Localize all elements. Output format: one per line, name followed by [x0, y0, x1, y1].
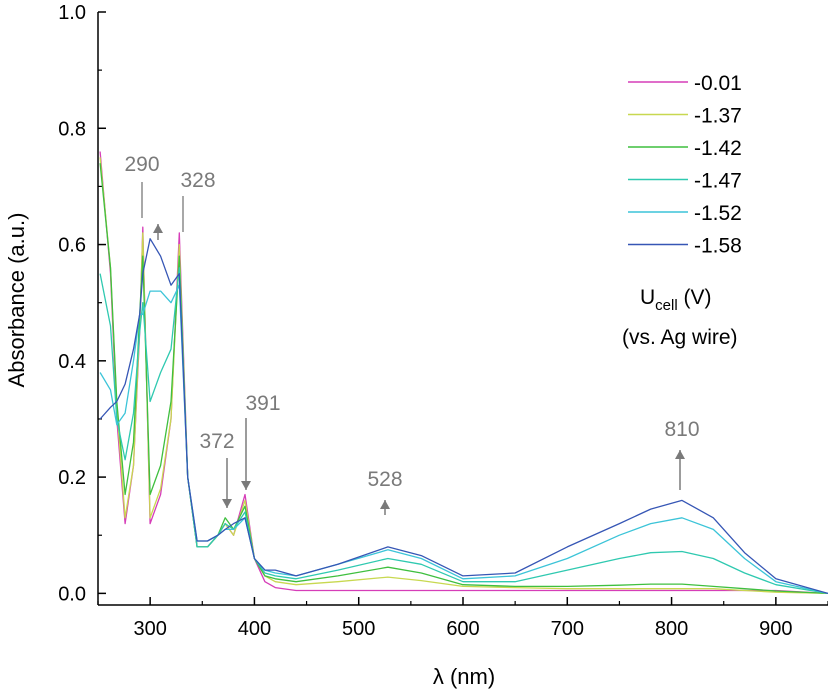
legend-title-sub: cell	[655, 297, 678, 314]
peak-label-810: 810	[664, 418, 699, 441]
x-tick-label: 500	[342, 618, 375, 640]
y-tick-label: 0.4	[58, 351, 86, 373]
x-tick-label: 600	[446, 618, 479, 640]
legend-label--1.52: -1.52	[694, 202, 742, 225]
y-tick-label: 0.8	[58, 118, 86, 140]
series-line--1.47	[99, 267, 828, 595]
legend-label--1.37: -1.37	[694, 105, 742, 128]
x-tick-label: 400	[238, 618, 271, 640]
peak-label-290: 290	[124, 153, 159, 176]
series-line--1.42	[99, 163, 828, 595]
peak-arrowhead-810	[675, 450, 685, 459]
y-tick-label: 0.2	[58, 467, 86, 489]
y-axis-title: Absorbance (a.u.)	[4, 213, 29, 388]
legend-label--1.58: -1.58	[694, 235, 742, 258]
series-line--1.58	[99, 238, 828, 595]
legend-title: Ucell (V)	[640, 286, 712, 314]
peak-arrowhead-290	[153, 224, 163, 233]
y-tick-label: 0.0	[58, 583, 86, 605]
x-tick-label: 700	[551, 618, 584, 640]
legend-label--0.01: -0.01	[694, 72, 742, 95]
y-tick-label: 1.0	[58, 2, 86, 24]
axes: 300 400 500 600 700 800 900 0.0 0.2 0.4 0.6 0.8 1.0	[58, 2, 828, 640]
legend-label--1.47: -1.47	[694, 170, 742, 193]
peak-label-328: 328	[180, 169, 215, 192]
legend-title-main: U	[640, 286, 655, 309]
x-tick-label: 900	[759, 618, 792, 640]
x-tick-label: 300	[133, 618, 166, 640]
peak-label-528: 528	[367, 468, 402, 491]
legend-subtitle: (vs. Ag wire)	[622, 326, 738, 349]
y-tick-label: 0.6	[58, 235, 86, 257]
series-group	[99, 151, 828, 595]
legend-title-unit: (V)	[678, 286, 712, 309]
peak-label-391: 391	[245, 392, 280, 415]
peak-arrowhead-372	[222, 499, 232, 508]
annotations: 290 328 372 391 528 810	[124, 153, 700, 515]
peak-label-372: 372	[199, 430, 234, 453]
peak-arrowhead-528	[380, 500, 390, 509]
x-axis-title: λ (nm)	[433, 664, 495, 689]
peak-arrowhead-391	[241, 481, 251, 490]
legend: -0.01 -1.37 -1.42 -1.47 -1.52 -1.58	[628, 72, 742, 258]
x-tick-label: 800	[655, 618, 688, 640]
legend-label--1.42: -1.42	[694, 137, 742, 160]
